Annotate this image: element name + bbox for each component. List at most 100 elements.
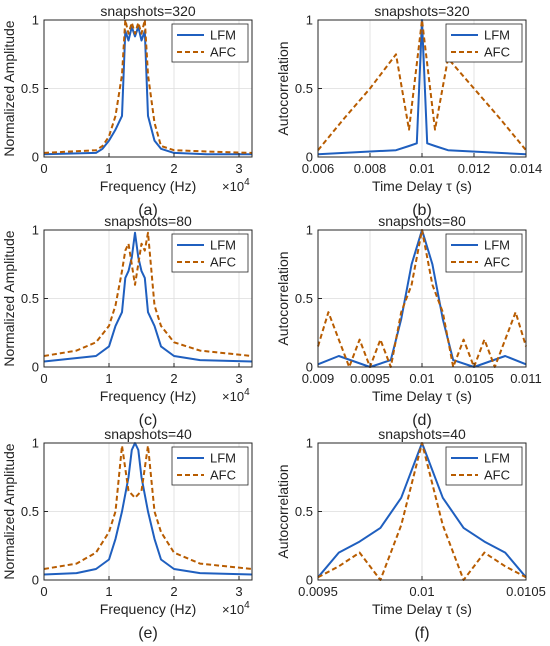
x-tick-label: 0.012 (458, 161, 491, 176)
legend-label-lfm: LFM (484, 451, 510, 466)
x-tick-label: 0.009 (302, 371, 335, 386)
x-tick-label: 2 (170, 161, 177, 176)
series-line-lfm (43, 231, 253, 363)
legend-label-afc: AFC (210, 255, 236, 270)
subfigure-label: (a) (138, 202, 158, 219)
x-tick-label: 3 (235, 161, 242, 176)
panel-b: 0.006 0.008 0.01 0.012 0.014 0 0.5 1 snapshots=3… (275, 3, 542, 219)
x-tick-label: 1 (105, 584, 112, 599)
y-axis-label: Normalized Amplitude (1, 20, 17, 156)
y-axis-label: Autocorrelation (275, 251, 291, 345)
y-tick-label: 0.5 (21, 504, 39, 519)
y-tick-label: 0 (306, 150, 313, 165)
legend-box (445, 446, 523, 486)
x-tick-label: 0.01 (409, 371, 434, 386)
x-tick-label: 1 (105, 161, 112, 176)
x-tick-label: 0 (40, 161, 47, 176)
y-tick-label: 0 (306, 360, 313, 375)
exponent-power: 4 (244, 177, 250, 188)
subfigure-label: (f) (414, 625, 429, 642)
exponent-power: 4 (244, 387, 250, 398)
legend-label-lfm: LFM (484, 238, 510, 253)
x-axis-label: Time Delay τ (s) (372, 601, 472, 617)
legend-box (171, 233, 249, 273)
x-tick-label: 3 (235, 371, 242, 386)
x-exponent-label: ×104 (222, 387, 250, 404)
x-tick-label: 2 (170, 584, 177, 599)
chart-title: snapshots=40 (104, 426, 192, 442)
y-tick-label: 0 (306, 573, 313, 588)
exponent-power: 4 (244, 600, 250, 611)
x-axis-label: Frequency (Hz) (100, 601, 196, 617)
y-axis-label: Normalized Amplitude (1, 443, 17, 579)
chart-title: snapshots=80 (378, 213, 466, 229)
x-tick-label: 3 (235, 584, 242, 599)
legend-label-afc: AFC (484, 468, 510, 483)
legend-label-afc: AFC (210, 45, 236, 60)
legend-label-afc: AFC (484, 255, 510, 270)
y-tick-label: 1 (306, 223, 313, 238)
x-tick-label: 0.0095 (350, 371, 390, 386)
x-tick-label: 0.006 (302, 161, 335, 176)
y-tick-label: 0.5 (21, 291, 39, 306)
panel-d: 0.009 0.0095 0.01 0.0105 0.011 0 0.5 1 snapshots… (275, 213, 542, 429)
panel-c: 0 1 2 3 0 0.5 1 snapshots=80 Frequency (Hz) Norma… (1, 213, 253, 429)
x-axis-label: Time Delay τ (s) (372, 388, 472, 404)
x-tick-label: 0.01 (409, 161, 434, 176)
y-tick-label: 1 (306, 13, 313, 28)
legend-box (171, 23, 249, 63)
x-tick-label: 0 (40, 584, 47, 599)
legend-box (171, 446, 249, 486)
legend-box (445, 233, 523, 273)
x-tick-label: 0 (40, 371, 47, 386)
y-tick-label: 0 (32, 360, 39, 375)
subfigure-label: (d) (412, 412, 432, 429)
subfigure-label: (e) (138, 625, 158, 642)
y-tick-label: 1 (32, 13, 39, 28)
x-tick-label: 0.0095 (298, 584, 338, 599)
chart-title: snapshots=320 (100, 3, 196, 19)
subfigure-label: (b) (412, 202, 432, 219)
y-tick-label: 0.5 (21, 81, 39, 96)
y-tick-label: 0 (32, 573, 39, 588)
y-tick-label: 1 (32, 436, 39, 451)
y-axis-label: Autocorrelation (275, 41, 291, 135)
x-tick-label: 0.008 (354, 161, 387, 176)
x-tick-label: 0.014 (510, 161, 543, 176)
x-tick-label: 0.01 (409, 584, 434, 599)
y-axis-label: Normalized Amplitude (1, 230, 17, 366)
y-tick-label: 0.5 (295, 504, 313, 519)
x-tick-label: 1 (105, 371, 112, 386)
exponent-base: ×10 (222, 389, 244, 404)
x-tick-label: 0.0105 (506, 584, 546, 599)
x-exponent-label: ×104 (222, 177, 250, 194)
legend-label-lfm: LFM (484, 28, 510, 43)
legend-label-lfm: LFM (210, 451, 236, 466)
subfigure-label: (c) (139, 412, 158, 429)
y-tick-label: 0 (32, 150, 39, 165)
legend-label-afc: AFC (484, 45, 510, 60)
legend-label-lfm: LFM (210, 28, 236, 43)
x-axis-label: Time Delay τ (s) (372, 178, 472, 194)
x-tick-label: 0.0105 (454, 371, 494, 386)
panel-a: 0 1 2 3 0 0.5 1 snapshots=320 Frequency (Hz) Norm… (1, 3, 253, 219)
exponent-base: ×10 (222, 602, 244, 617)
series-line-afc (43, 231, 253, 357)
chart-title: snapshots=320 (374, 3, 470, 19)
chart-title: snapshots=40 (378, 426, 466, 442)
panel-e: 0 1 2 3 0 0.5 1 snapshots=40 Frequency (Hz) Norma… (1, 426, 253, 642)
y-tick-label: 1 (306, 436, 313, 451)
panel-f: 0.0095 0.01 0.0105 0 0.5 1 snapshots=40 Time De… (275, 426, 546, 642)
y-tick-label: 0.5 (295, 81, 313, 96)
y-tick-label: 0.5 (295, 291, 313, 306)
x-axis-label: Frequency (Hz) (100, 178, 196, 194)
legend-label-afc: AFC (210, 468, 236, 483)
legend-label-lfm: LFM (210, 238, 236, 253)
x-axis-label: Frequency (Hz) (100, 388, 196, 404)
exponent-base: ×10 (222, 179, 244, 194)
series-line-lfm (43, 25, 252, 156)
series-line-afc (43, 19, 253, 154)
y-axis-label: Autocorrelation (275, 464, 291, 558)
series-line-afc (317, 19, 527, 151)
